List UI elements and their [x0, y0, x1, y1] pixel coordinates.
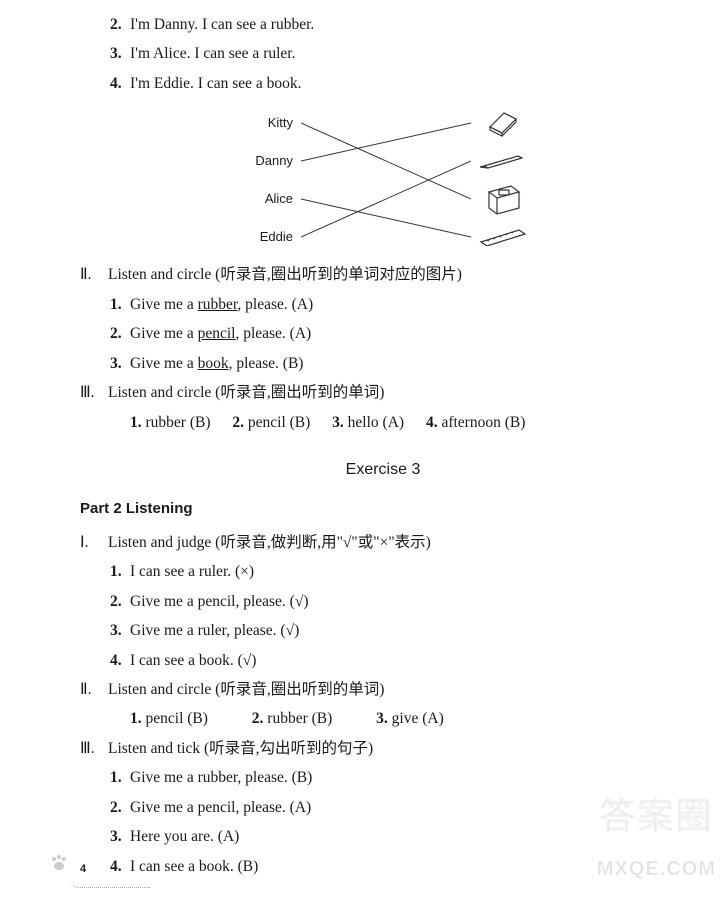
section-heading: Ⅰ.Listen and judge (听录音,做判断,用"√"或"×"表示)	[80, 528, 686, 557]
list-item: 4.I'm Eddie. I can see a book.	[80, 69, 686, 98]
heading-text: Listen and circle (听录音,圈出听到的单词)	[108, 384, 384, 401]
item-number: 3.	[332, 414, 344, 431]
underlined-word: book	[198, 355, 229, 372]
pencil-icon	[473, 142, 533, 180]
item-number: 4.	[110, 852, 130, 881]
section-heading: Ⅱ.Listen and circle (听录音,圈出听到的单词对应的图片)	[80, 260, 686, 289]
item-text: I can see a book. (√)	[130, 652, 256, 669]
item-number: 4.	[110, 646, 130, 675]
item-number: 1.	[130, 414, 142, 431]
item-text: Give me a rubber, please. (B)	[130, 769, 312, 786]
figure-icons	[473, 104, 533, 256]
eraser-icon	[473, 104, 533, 142]
list-item: 3.Give me a ruler, please. (√)	[80, 616, 686, 645]
ruler-icon	[473, 218, 533, 256]
item-number: 3.	[110, 349, 130, 378]
item-text: Give me a pencil, please. (A)	[130, 799, 311, 816]
page: 2.I'm Danny. I can see a rubber. 3.I'm A…	[0, 0, 726, 898]
roman-numeral: Ⅱ.	[80, 260, 108, 289]
heading-text: Listen and circle (听录音,圈出听到的单词)	[108, 681, 384, 698]
item-number: 3.	[110, 39, 130, 68]
item-text: hello (A)	[348, 414, 404, 431]
list-item: 4.I can see a book. (B)	[80, 852, 686, 881]
item-text: pencil (B)	[146, 710, 208, 727]
item-text: pencil (B)	[248, 414, 310, 431]
list-item: 2.I'm Danny. I can see a rubber.	[80, 10, 686, 39]
item-text: rubber (B)	[267, 710, 332, 727]
section-heading: Ⅲ.Listen and circle (听录音,圈出听到的单词)	[80, 378, 686, 407]
item-number: 2.	[110, 587, 130, 616]
item-number: 1.	[130, 710, 142, 727]
heading-text: Listen and judge (听录音,做判断,用"√"或"×"表示)	[108, 534, 431, 551]
item-text: I'm Alice. I can see a ruler.	[130, 45, 295, 62]
item-post: , please. (A)	[237, 296, 313, 313]
list-item: 2.Give me a pencil, please. (√)	[80, 587, 686, 616]
list-item: 2.Give me a pencil, please. (A)	[80, 319, 686, 348]
item-number: 4.	[426, 414, 438, 431]
item-text: I'm Danny. I can see a rubber.	[130, 16, 314, 33]
heading-text: Listen and circle (听录音,圈出听到的单词对应的图片)	[108, 266, 462, 283]
footer-decoration	[70, 879, 150, 888]
figure-label: Eddie	[233, 225, 297, 250]
item-number: 2.	[110, 793, 130, 822]
item-post: , please. (B)	[229, 355, 304, 372]
list-item: 1.Give me a rubber, please. (A)	[80, 290, 686, 319]
heading-text: Listen and tick (听录音,勾出听到的句子)	[108, 740, 373, 757]
item-number: 2.	[232, 414, 244, 431]
roman-numeral: Ⅲ.	[80, 378, 108, 407]
section-heading: Ⅱ.Listen and circle (听录音,圈出听到的单词)	[80, 675, 686, 704]
item-text: I can see a ruler. (×)	[130, 563, 254, 580]
item-text: I'm Eddie. I can see a book.	[130, 75, 302, 92]
figure-label: Danny	[233, 149, 297, 174]
item-text: Here you are. (A)	[130, 828, 239, 845]
book-icon	[473, 180, 533, 218]
item-text: give (A)	[392, 710, 444, 727]
inline-answer-row: 1. rubber (B) 2. pencil (B) 3. hello (A)…	[80, 408, 686, 437]
item-text: Give me a pencil, please. (√)	[130, 593, 309, 610]
roman-numeral: Ⅰ.	[80, 528, 108, 557]
list-item: 1.I can see a ruler. (×)	[80, 557, 686, 586]
figure-label: Alice	[233, 187, 297, 212]
page-number: 4	[80, 859, 86, 880]
list-item: 3.Here you are. (A)	[80, 822, 686, 851]
roman-numeral: Ⅲ.	[80, 734, 108, 763]
list-item: 3.Give me a book, please. (B)	[80, 349, 686, 378]
list-item: 1.Give me a rubber, please. (B)	[80, 763, 686, 792]
item-number: 1.	[110, 763, 130, 792]
item-text: rubber (B)	[146, 414, 211, 431]
underlined-word: rubber	[198, 296, 238, 313]
item-text: Give me a ruler, please. (√)	[130, 622, 299, 639]
list-item: 2.Give me a pencil, please. (A)	[80, 793, 686, 822]
item-number: 3.	[110, 822, 130, 851]
item-number: 2.	[110, 10, 130, 39]
item-number: 2.	[110, 319, 130, 348]
part-title: Part 2 Listening	[80, 495, 686, 524]
item-number: 3.	[110, 616, 130, 645]
inline-answer-row: 1. pencil (B) 2. rubber (B) 3. give (A)	[80, 704, 686, 733]
paw-icon	[48, 852, 70, 886]
item-number: 4.	[110, 69, 130, 98]
item-pre: Give me a	[130, 355, 198, 372]
underlined-word: pencil	[198, 325, 236, 342]
item-text: I can see a book. (B)	[130, 858, 258, 875]
item-pre: Give me a	[130, 325, 198, 342]
item-text: afternoon (B)	[441, 414, 525, 431]
item-number: 1.	[110, 290, 130, 319]
list-item: 3.I'm Alice. I can see a ruler.	[80, 39, 686, 68]
connection-lines	[301, 104, 471, 256]
item-post: , please. (A)	[235, 325, 311, 342]
roman-numeral: Ⅱ.	[80, 675, 108, 704]
item-number: 2.	[252, 710, 264, 727]
section-heading: Ⅲ.Listen and tick (听录音,勾出听到的句子)	[80, 734, 686, 763]
item-number: 3.	[376, 710, 388, 727]
list-item: 4.I can see a book. (√)	[80, 646, 686, 675]
item-pre: Give me a	[130, 296, 198, 313]
matching-figure: Kitty Danny Alice Eddie	[233, 104, 533, 256]
figure-label: Kitty	[233, 111, 297, 136]
exercise-title: Exercise 3	[80, 455, 686, 485]
item-number: 1.	[110, 557, 130, 586]
